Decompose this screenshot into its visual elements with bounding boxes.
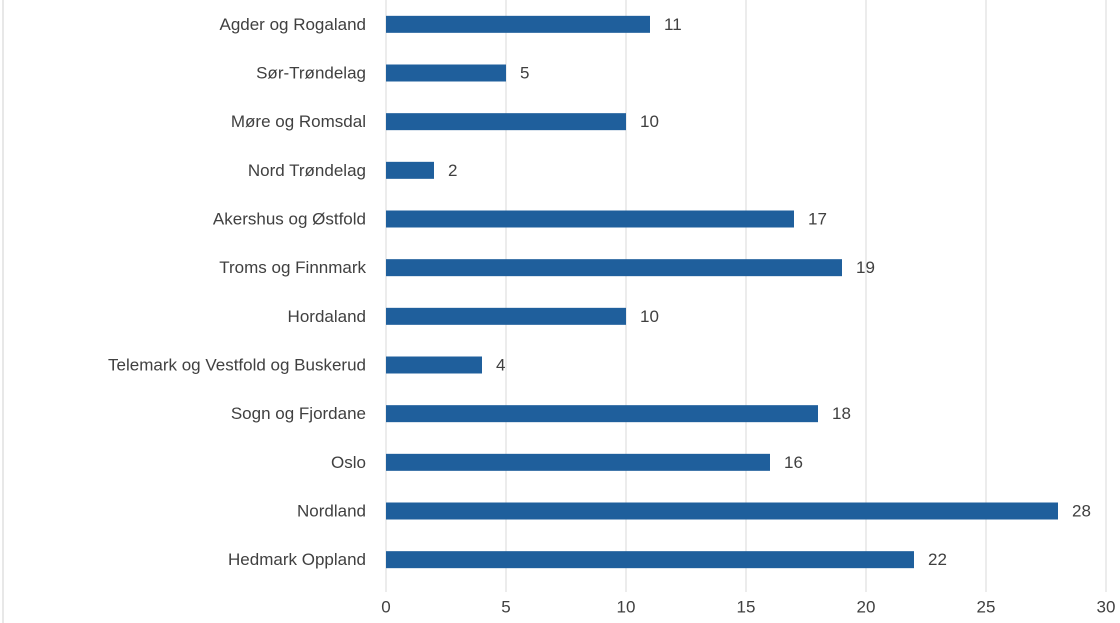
x-tick-label: 5 [501, 597, 510, 616]
y-tick-label: Akershus og Østfold [213, 209, 366, 228]
y-tick-label: Hedmark Oppland [228, 550, 366, 569]
bar [386, 161, 434, 179]
x-tick-label: 15 [737, 597, 756, 616]
data-label: 22 [928, 550, 947, 569]
bar [386, 356, 482, 374]
y-tick-label: Sogn og Fjordane [231, 404, 366, 423]
bar [386, 64, 506, 82]
bar [386, 113, 626, 131]
y-tick-label: Troms og Finnmark [219, 258, 366, 277]
data-label: 10 [640, 112, 659, 131]
bar [386, 405, 818, 423]
data-label: 17 [808, 209, 827, 228]
y-tick-label: Sør-Trøndelag [256, 63, 366, 82]
y-tick-label: Hordaland [288, 307, 366, 326]
data-label: 5 [520, 63, 529, 82]
y-tick-label: Nord Trøndelag [248, 161, 366, 180]
y-tick-label: Møre og Romsdal [231, 112, 366, 131]
y-tick-label: Oslo [331, 453, 366, 472]
bar [386, 502, 1058, 520]
x-tick-label: 10 [617, 597, 636, 616]
data-label: 10 [640, 307, 659, 326]
data-label: 2 [448, 161, 457, 180]
data-label: 16 [784, 453, 803, 472]
y-tick-label: Agder og Rogaland [219, 15, 366, 34]
data-label: 18 [832, 404, 851, 423]
data-label: 28 [1072, 501, 1091, 520]
bar [386, 210, 794, 228]
x-tick-label: 20 [857, 597, 876, 616]
bar [386, 551, 914, 569]
data-label: 11 [664, 15, 682, 34]
x-tick-label: 30 [1097, 597, 1116, 616]
data-label: 19 [856, 258, 875, 277]
y-tick-label: Telemark og Vestfold og Buskerud [108, 355, 366, 374]
bar [386, 307, 626, 325]
data-label: 4 [496, 355, 505, 374]
y-tick-label: Nordland [297, 501, 366, 520]
bar [386, 259, 842, 277]
x-tick-label: 0 [381, 597, 390, 616]
bar [386, 15, 650, 33]
x-tick-label: 25 [977, 597, 996, 616]
bar [386, 453, 770, 471]
